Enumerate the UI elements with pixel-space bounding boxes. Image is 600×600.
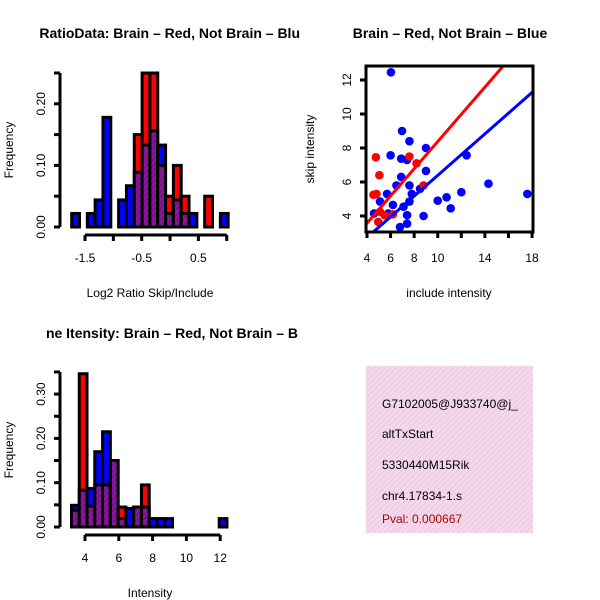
- ratio-y-tick-label: 0.00: [34, 215, 48, 239]
- ratio-y-tick-label: 0.10: [34, 153, 48, 177]
- intensity-y-tick-label: 0.20: [34, 426, 48, 450]
- scatter-x-axis-label: include intensity: [406, 286, 491, 300]
- intensity-y-axis-label: Frequency: [2, 422, 16, 479]
- info-box-background: [366, 366, 533, 533]
- info-event-type: altTxStart: [382, 427, 434, 441]
- ratio-y-axis-label: Frequency: [2, 122, 16, 179]
- ratio-y-tick-label: 0.20: [34, 92, 48, 116]
- scatter-y-tick-label: 4: [340, 212, 354, 219]
- scatter-x-tick-label: 18: [525, 251, 539, 265]
- scatter-x-tick-label: 4: [364, 251, 371, 265]
- ratio-bar-not-brain: [218, 211, 230, 229]
- info-box: G7102005@J933740@j_ altTxStart 5330440M1…: [366, 366, 533, 533]
- info-gene-name: 5330440M15Rik: [382, 458, 470, 472]
- scatter-y-tick-label: 6: [340, 178, 354, 185]
- scatter-point-not-brain: [405, 181, 414, 190]
- info-location: chr4.17834-1.s: [382, 489, 462, 503]
- scatter-y-tick-label: 10: [340, 107, 354, 121]
- scatter-point-not-brain: [419, 211, 428, 221]
- scatter-y-axis-label: skip intensity: [303, 115, 317, 184]
- scatter-y-tick-label: 12: [340, 73, 354, 87]
- scatter-point-not-brain: [421, 166, 431, 176]
- scatter-x-tick-label: 6: [387, 251, 394, 265]
- intensity-bar-overlap: [139, 505, 151, 529]
- scatter-point-brain: [405, 152, 414, 161]
- fit-line-not-brain: [371, 90, 533, 232]
- ratio-bar-not-brain: [70, 211, 82, 229]
- intensity-histogram-title: ne Itensity: Brain – Red, Not Brain – B: [46, 325, 298, 341]
- scatter-point-not-brain: [386, 68, 396, 77]
- scatter-point-brain: [372, 189, 381, 199]
- ratio-x-tick-label: -0.5: [131, 251, 152, 265]
- scatter-point-not-brain: [402, 210, 412, 220]
- scatter-x-tick-label: 8: [411, 251, 418, 265]
- ratio-bar-not-brain: [101, 115, 113, 229]
- scatter-point-not-brain: [484, 179, 493, 188]
- ratio-x-tick-label: -1.5: [75, 251, 96, 265]
- intensity-x-tick-label: 6: [115, 551, 122, 565]
- intensity-x-tick-label: 12: [214, 551, 228, 565]
- fit-line-brain: [366, 66, 506, 226]
- scatter-point-brain: [380, 210, 389, 220]
- scatter-point-not-brain: [457, 187, 466, 197]
- intensity-x-axis-label: Intensity: [128, 586, 173, 600]
- intensity-histogram-panel: ne Itensity: Brain – Red, Not Brain – B …: [2, 325, 298, 600]
- ratio-histogram-title: RatioData: Brain – Red, Not Brain – Blu: [39, 25, 300, 41]
- scatter-point-brain: [371, 153, 381, 162]
- scatter-point-not-brain: [442, 193, 451, 202]
- intensity-x-tick-label: 8: [149, 551, 156, 565]
- scatter-point-not-brain: [523, 189, 532, 199]
- ratio-bar-not-brain: [187, 211, 199, 229]
- intensity-y-tick-label: 0.30: [34, 382, 48, 406]
- scatter-y-tick-label: 8: [340, 144, 354, 151]
- intensity-bar-overlap: [108, 459, 120, 529]
- info-event-id: G7102005@J933740@j_: [382, 397, 518, 411]
- scatter-point-not-brain: [421, 143, 431, 153]
- scatter-point-not-brain: [386, 151, 395, 160]
- scatter-title: Brain – Red, Not Brain – Blue: [353, 25, 548, 41]
- scatter-point-not-brain: [388, 200, 398, 210]
- intensity-x-tick-label: 4: [82, 551, 89, 565]
- ratio-x-axis-label: Log2 Ratio Skip/Include: [87, 286, 214, 300]
- intensity-bar-not-brain: [217, 517, 229, 529]
- scatter-point-not-brain: [397, 126, 407, 136]
- scatter-point-brain: [375, 170, 384, 180]
- scatter-x-tick-label: 14: [478, 251, 492, 265]
- scatter-point-not-brain: [402, 219, 412, 228]
- intensity-y-tick-label: 0.10: [34, 471, 48, 495]
- scatter-point-not-brain: [405, 136, 414, 146]
- ratio-x-tick-label: 0.5: [190, 251, 207, 265]
- intensity-y-tick-label: 0.00: [34, 515, 48, 539]
- scatter-point-not-brain: [446, 204, 456, 213]
- scatter-point-not-brain: [433, 196, 443, 205]
- scatter-point-not-brain: [395, 222, 405, 232]
- ratio-histogram-panel: RatioData: Brain – Red, Not Brain – Blu …: [2, 25, 300, 300]
- info-pval: Pval: 0.000667: [382, 512, 462, 526]
- ratio-bar-brain: [203, 194, 215, 229]
- scatter-x-tick-label: 10: [431, 251, 445, 265]
- intensity-scatter-panel: Brain – Red, Not Brain – Blue 4 6 8 10 14 18 4…: [303, 25, 547, 300]
- intensity-bar-not-brain: [163, 517, 175, 529]
- intensity-x-tick-label: 10: [180, 551, 194, 565]
